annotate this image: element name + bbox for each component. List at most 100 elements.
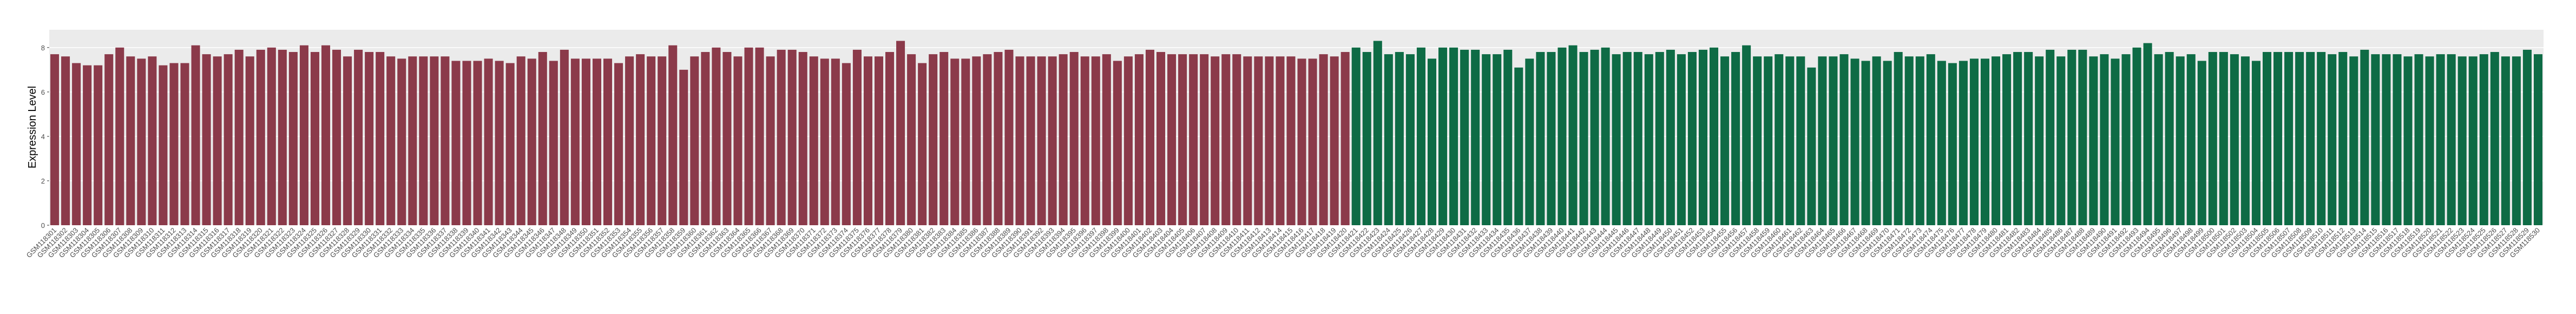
bar [2533, 54, 2542, 225]
bar [343, 56, 352, 226]
bar [777, 49, 786, 225]
bar [2067, 49, 2076, 225]
bar [191, 45, 200, 225]
bar [2436, 54, 2445, 225]
bar [2251, 61, 2260, 225]
bar [787, 49, 797, 225]
bar [2089, 56, 2098, 226]
bar [1189, 54, 1198, 225]
bar [50, 54, 60, 225]
bar [2338, 52, 2348, 225]
bar [820, 58, 829, 226]
bar [2512, 56, 2521, 226]
bar [1655, 52, 1664, 225]
bar [1091, 56, 1100, 226]
bar [755, 47, 764, 226]
bar [137, 58, 146, 226]
bar [852, 49, 862, 225]
y-tick-label: 2 [41, 177, 45, 185]
bar [907, 54, 916, 225]
bar [2457, 56, 2467, 226]
bar [1211, 56, 1220, 226]
bar [1048, 56, 1057, 226]
bar [1992, 56, 2001, 226]
bar [245, 56, 254, 226]
y-tick-label: 0 [41, 221, 45, 230]
bar [256, 49, 265, 225]
y-tick-label: 4 [41, 133, 45, 141]
bar [1113, 61, 1122, 225]
bar [1167, 54, 1177, 225]
bar [1384, 54, 1393, 225]
bar [159, 65, 168, 226]
bar [1297, 58, 1306, 226]
bar [625, 56, 634, 226]
bar [1894, 52, 1903, 225]
bar [863, 56, 872, 226]
bar [744, 47, 753, 226]
bar [972, 56, 981, 226]
bar [658, 56, 667, 226]
bar [1818, 56, 1827, 226]
bar [1134, 54, 1144, 225]
bar [516, 56, 525, 226]
bar [1926, 54, 1935, 225]
bar [1319, 54, 1328, 225]
bar [1069, 52, 1079, 225]
bar [1449, 47, 1458, 226]
bar [397, 58, 406, 226]
bar [1514, 67, 1523, 225]
bar [2371, 54, 2380, 225]
y-axis-title: Expression Level [27, 86, 38, 168]
bar [939, 52, 949, 225]
bar [2013, 52, 2022, 225]
bar [213, 56, 222, 226]
bar [766, 56, 775, 226]
bar [2219, 52, 2228, 225]
bar [288, 52, 298, 225]
bar [647, 56, 656, 226]
bar [1829, 56, 1838, 226]
bar [1286, 56, 1296, 226]
bar [2273, 52, 2283, 225]
bar [1644, 54, 1653, 225]
y-tick-label: 8 [41, 44, 45, 52]
bar [1026, 56, 1035, 226]
bar [2143, 43, 2152, 225]
bar [473, 61, 482, 225]
bar [950, 58, 960, 226]
bar [1123, 56, 1133, 226]
bar [1980, 58, 1990, 226]
bar [1612, 54, 1621, 225]
bar [310, 52, 319, 225]
bar [2262, 52, 2272, 225]
bar [1785, 56, 1795, 226]
bar [1742, 45, 1751, 225]
bar [2035, 56, 2044, 226]
bar [94, 65, 103, 226]
bar [1937, 61, 1946, 225]
bar [2046, 49, 2055, 225]
bar [701, 52, 710, 225]
bar [224, 54, 233, 225]
bar [1720, 56, 1730, 226]
bar [2230, 54, 2239, 225]
bar [603, 58, 613, 226]
bar [1362, 52, 1371, 225]
bar [1850, 58, 1859, 226]
bar [2176, 56, 2185, 226]
bar [354, 49, 363, 225]
bar [2382, 54, 2391, 225]
bar [1633, 52, 1642, 225]
bar [712, 47, 721, 226]
bar [1405, 54, 1415, 225]
bar [1351, 47, 1361, 226]
y-tick-label: 6 [41, 88, 45, 96]
bar [2002, 54, 2012, 225]
bar [1948, 63, 1957, 225]
bar [2501, 56, 2510, 226]
bar [2393, 54, 2402, 225]
bar [2056, 56, 2066, 226]
bar [831, 58, 840, 226]
